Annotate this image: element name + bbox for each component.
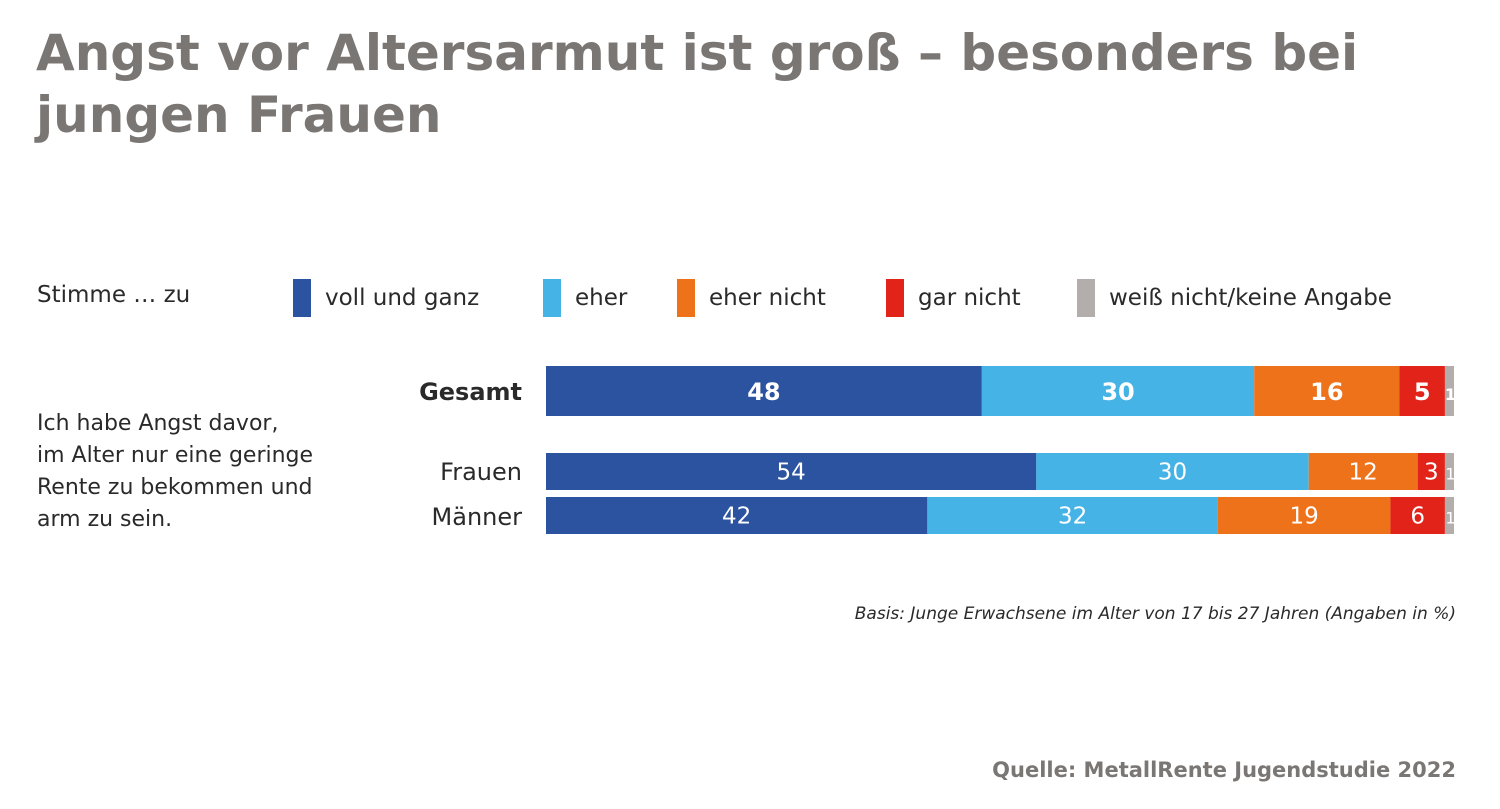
- bar-frauen-series-3: [1417, 453, 1445, 490]
- legend-swatch: [293, 279, 311, 317]
- bar-männer-series-1: [927, 497, 1218, 534]
- data-label-gesamt-series-0: 48: [747, 378, 780, 406]
- legend-label: gar nicht: [918, 285, 1021, 311]
- bar-männer-series-0: [546, 497, 928, 534]
- source-note: Quelle: MetallRente Jugendstudie 2022: [992, 758, 1456, 782]
- bar-frauen-series-1: [1036, 453, 1309, 490]
- data-label-männer-series-1: 32: [1058, 504, 1087, 530]
- chart-title-line-2: jungen Frauen: [36, 86, 442, 144]
- bar-männer-series-2: [1217, 497, 1391, 534]
- chart-title-line-1: Angst vor Altersarmut ist groß – besonde…: [36, 24, 1359, 82]
- legend-item-gar-nicht: gar nicht: [886, 278, 1021, 318]
- bar-gesamt-series-1: [981, 366, 1255, 416]
- legend-swatch: [543, 279, 561, 317]
- category-label-gesamt: Gesamt: [419, 378, 522, 406]
- data-label-frauen-series-3: 3: [1424, 460, 1439, 486]
- legend-label: voll und ganz: [325, 285, 480, 311]
- bar-gesamt-series-4: [1444, 366, 1454, 416]
- data-label-männer-series-3: 6: [1410, 504, 1425, 530]
- bar-frauen-series-2: [1308, 453, 1418, 490]
- legend-item-eher-nicht: eher nicht: [677, 278, 826, 318]
- data-label-frauen-series-4: 1: [1445, 465, 1455, 484]
- legend-label: eher nicht: [709, 285, 826, 311]
- data-label-männer-series-4: 1: [1445, 509, 1455, 528]
- data-label-frauen-series-0: 54: [777, 460, 806, 486]
- question-line: Rente zu bekommen und: [37, 475, 313, 500]
- bar-männer-series-4: [1444, 497, 1454, 534]
- data-label-frauen-series-2: 12: [1349, 460, 1378, 486]
- legend-label: weiß nicht/keine Angabe: [1109, 285, 1392, 311]
- bar-männer-series-3: [1390, 497, 1445, 534]
- question-line: Ich habe Angst davor,: [37, 411, 279, 436]
- question-line: arm zu sein.: [37, 507, 173, 532]
- category-label-frauen: Frauen: [440, 458, 522, 486]
- category-label-maenner: Männer: [431, 503, 522, 531]
- bar-gesamt-series-2: [1254, 366, 1400, 416]
- legend-swatch: [1077, 279, 1095, 317]
- chart-title: Angst vor Altersarmut ist groß – besonde…: [36, 22, 1436, 146]
- data-label-gesamt-series-2: 16: [1310, 378, 1343, 406]
- bar-frauen-series-0: [546, 453, 1037, 490]
- data-label-gesamt-series-1: 30: [1101, 378, 1134, 406]
- data-label-frauen-series-1: 30: [1158, 460, 1187, 486]
- bar-gesamt-series-0: [546, 366, 982, 416]
- basis-note: Basis: Junge Erwachsene im Alter von 17 …: [854, 604, 1456, 624]
- data-label-männer-series-0: 42: [722, 504, 751, 530]
- legend-item-voll-und-ganz: voll und ganz: [293, 278, 479, 318]
- data-label-gesamt-series-3: 5: [1414, 378, 1431, 406]
- question-line: im Alter nur eine geringe: [37, 443, 314, 468]
- legend-title: Stimme … zu: [37, 282, 191, 308]
- legend-swatch: [886, 279, 904, 317]
- legend-item-weiss-nicht: weiß nicht/keine Angabe: [1077, 278, 1392, 318]
- legend-item-eher: eher: [543, 278, 627, 318]
- data-label-gesamt-series-4: 1: [1445, 385, 1456, 404]
- survey-question: Ich habe Angst davor, im Alter nur eine …: [37, 408, 387, 536]
- bar-gesamt-series-3: [1399, 366, 1445, 416]
- data-label-männer-series-2: 19: [1290, 504, 1319, 530]
- bar-frauen-series-4: [1444, 453, 1454, 490]
- legend-swatch: [677, 279, 695, 317]
- legend-label: eher: [575, 285, 628, 311]
